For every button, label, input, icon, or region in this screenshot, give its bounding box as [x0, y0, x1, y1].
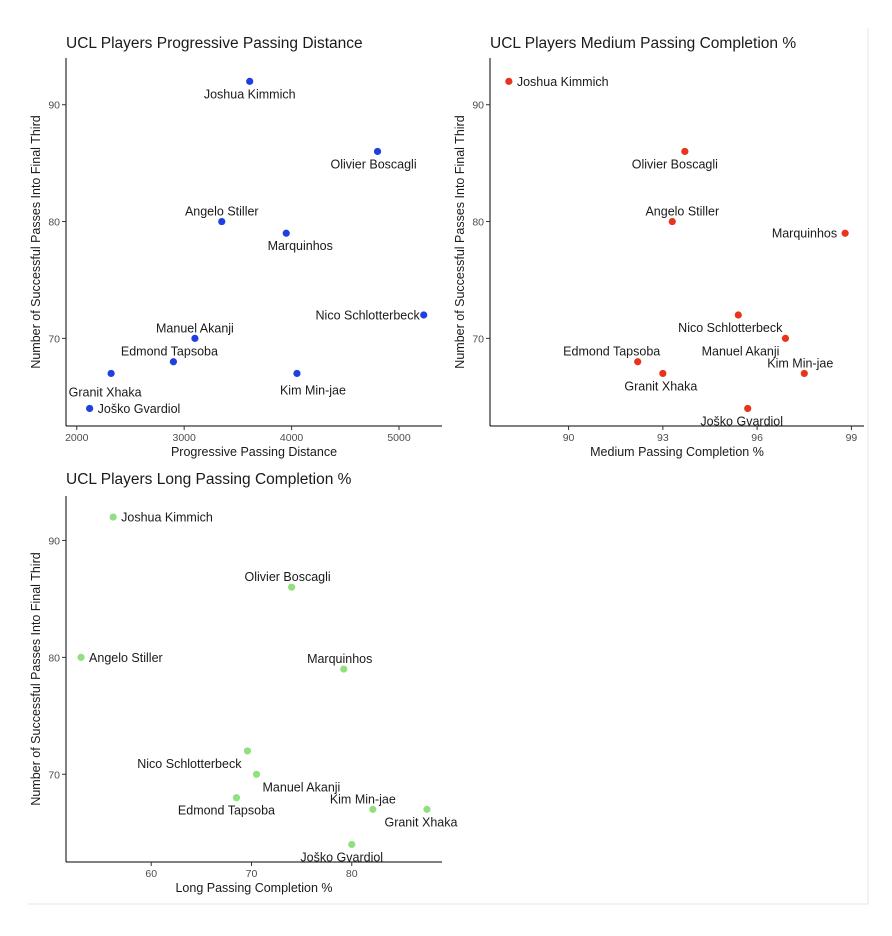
data-point — [109, 513, 117, 521]
scatter-panel-1: UCL Players Progressive Passing Distance… — [29, 35, 442, 459]
x-tick-label: 99 — [846, 432, 858, 444]
y-tick-label: 70 — [472, 333, 484, 345]
point-label: Angelo Stiller — [645, 205, 719, 219]
y-tick-label: 90 — [48, 100, 60, 112]
data-point — [288, 583, 296, 591]
data-point — [841, 229, 849, 237]
point-label: Joshua Kimmich — [517, 75, 609, 89]
data-point — [681, 147, 689, 156]
point-label: Joško Gvardiol — [98, 402, 181, 416]
data-point — [781, 334, 790, 342]
point-label: Manuel Akanji — [156, 321, 234, 335]
point-label: Marquinhos — [772, 227, 837, 241]
point-label: Marquinhos — [307, 652, 372, 666]
data-point — [243, 747, 252, 755]
y-tick-label: 70 — [48, 769, 60, 781]
x-tick-label: 60 — [145, 868, 157, 880]
data-point — [282, 229, 290, 237]
point-label: Kim Min-jae — [280, 383, 346, 397]
data-point — [86, 404, 94, 413]
point-label: Granit Xhaka — [624, 379, 697, 393]
data-point — [191, 334, 199, 342]
point-label: Edmond Tapsoba — [563, 345, 660, 359]
y-tick-label: 80 — [472, 217, 484, 229]
point-label: Nico Schlotterbeck — [137, 757, 242, 771]
point-label: Angelo Stiller — [89, 651, 163, 665]
data-point — [252, 770, 261, 778]
data-point — [77, 653, 85, 661]
point-label: Kim Min-jae — [330, 792, 396, 806]
point-label: Joško Gvardiol — [300, 850, 383, 864]
point-label: Nico Schlotterbeck — [678, 321, 783, 335]
point-label: Olivier Boscagli — [245, 570, 331, 584]
point-label: Joshua Kimmich — [204, 87, 296, 101]
data-point — [369, 805, 377, 813]
point-label: Marquinhos — [268, 239, 333, 253]
scatter-panel-3: UCL Players Long Passing Completion % 60 7… — [29, 471, 457, 895]
chart-title: UCL Players Long Passing Completion % — [66, 471, 352, 488]
data-point — [373, 147, 382, 156]
y-tick-label: 90 — [472, 100, 484, 112]
point-label: Edmond Tapsoba — [121, 345, 218, 359]
data-point — [218, 217, 226, 226]
y-axis-title: Number of Successful Passes Into Final T… — [29, 115, 43, 368]
x-tick-label: 90 — [563, 432, 575, 444]
x-tick-label: 5000 — [387, 432, 411, 444]
x-tick-label: 93 — [657, 432, 669, 444]
point-label: Angelo Stiller — [185, 205, 259, 219]
data-point — [423, 805, 431, 813]
x-axis-title: Progressive Passing Distance — [171, 445, 337, 459]
point-label: Joshua Kimmich — [121, 511, 213, 525]
y-axis-title: Number of Successful Passes Into Final T… — [29, 552, 43, 805]
point-label: Nico Schlotterbeck — [316, 309, 421, 323]
point-label: Kim Min-jae — [767, 356, 833, 370]
point-label: Granit Xhaka — [69, 385, 142, 399]
y-tick-label: 80 — [48, 652, 60, 664]
scatter-panel-2: UCL Players Medium Passing Completion % 9… — [453, 35, 864, 459]
data-point — [107, 369, 115, 378]
data-point — [340, 665, 348, 673]
chart-title: UCL Players Progressive Passing Distance — [66, 35, 363, 52]
point-label: Olivier Boscagli — [330, 157, 416, 171]
point-label: Manuel Akanji — [702, 344, 780, 358]
x-tick-label: 70 — [246, 868, 258, 880]
data-point — [293, 369, 301, 378]
data-point — [348, 840, 356, 849]
x-tick-label: 2000 — [65, 432, 89, 444]
point-label: Olivier Boscagli — [632, 157, 718, 171]
x-tick-label: 3000 — [172, 432, 196, 444]
data-point — [659, 369, 667, 378]
point-label: Edmond Tapsoba — [178, 804, 275, 818]
data-point — [169, 358, 178, 366]
data-point — [505, 77, 513, 85]
data-point — [668, 217, 676, 226]
y-tick-label: 90 — [48, 535, 60, 547]
x-axis-title: Long Passing Completion % — [175, 881, 332, 895]
x-tick-label: 4000 — [280, 432, 304, 444]
data-point — [734, 311, 742, 319]
data-point — [800, 369, 808, 378]
data-point — [246, 77, 254, 85]
point-label: Manuel Akanji — [263, 780, 341, 794]
point-label: Joško Gvardiol — [700, 414, 783, 428]
x-axis-title: Medium Passing Completion % — [590, 445, 764, 459]
data-point — [634, 358, 642, 366]
point-label: Granit Xhaka — [384, 815, 457, 829]
x-tick-label: 80 — [346, 868, 358, 880]
chart-title: UCL Players Medium Passing Completion % — [490, 35, 796, 52]
data-point — [420, 311, 428, 319]
data-point — [744, 404, 752, 413]
x-tick-label: 96 — [751, 432, 763, 444]
y-tick-label: 70 — [48, 333, 60, 345]
data-point — [232, 794, 241, 802]
y-tick-label: 80 — [48, 217, 60, 229]
y-axis-title: Number of Successful Passes Into Final T… — [453, 115, 467, 368]
